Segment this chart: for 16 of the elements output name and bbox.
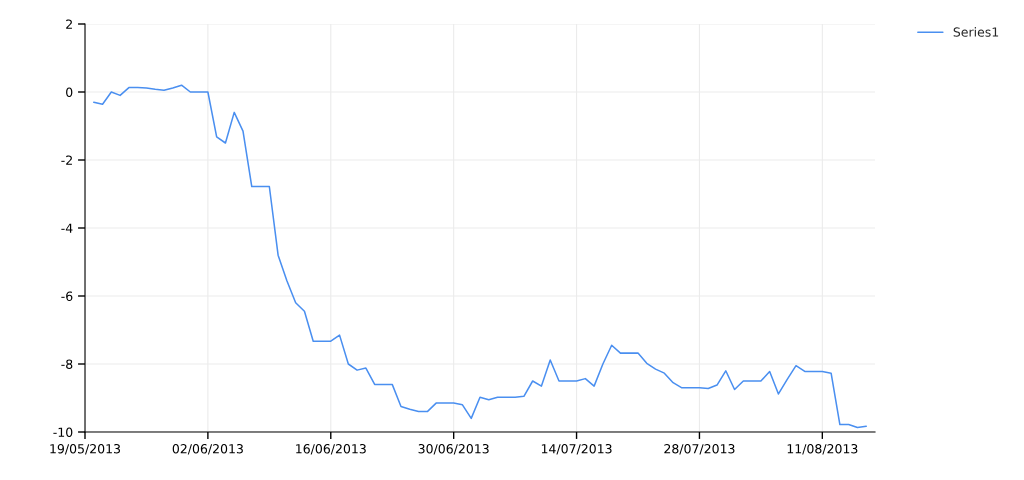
x-tick-label: 30/06/2013 — [418, 444, 489, 455]
x-tick-label: 28/07/2013 — [664, 444, 735, 455]
x-tick-label: 14/07/2013 — [541, 444, 612, 455]
x-tick-label: 16/06/2013 — [296, 444, 366, 455]
y-tick-label: 2 — [66, 19, 72, 29]
y-tick-label: -10 — [53, 427, 73, 437]
y-tick-label: -4 — [61, 223, 73, 233]
x-tick-label: 11/08/2013 — [787, 444, 858, 455]
x-tick-label: 02/06/2013 — [172, 444, 243, 455]
y-tick-label: -8 — [61, 359, 73, 369]
line-series — [93, 84, 867, 429]
x-tick-label: 19/05/2013 — [50, 444, 121, 455]
y-tick-label: 0 — [66, 87, 73, 97]
legend-label: Series1 — [953, 27, 999, 37]
y-tick-label: -6 — [61, 291, 73, 301]
y-tick-label: -2 — [61, 155, 72, 165]
